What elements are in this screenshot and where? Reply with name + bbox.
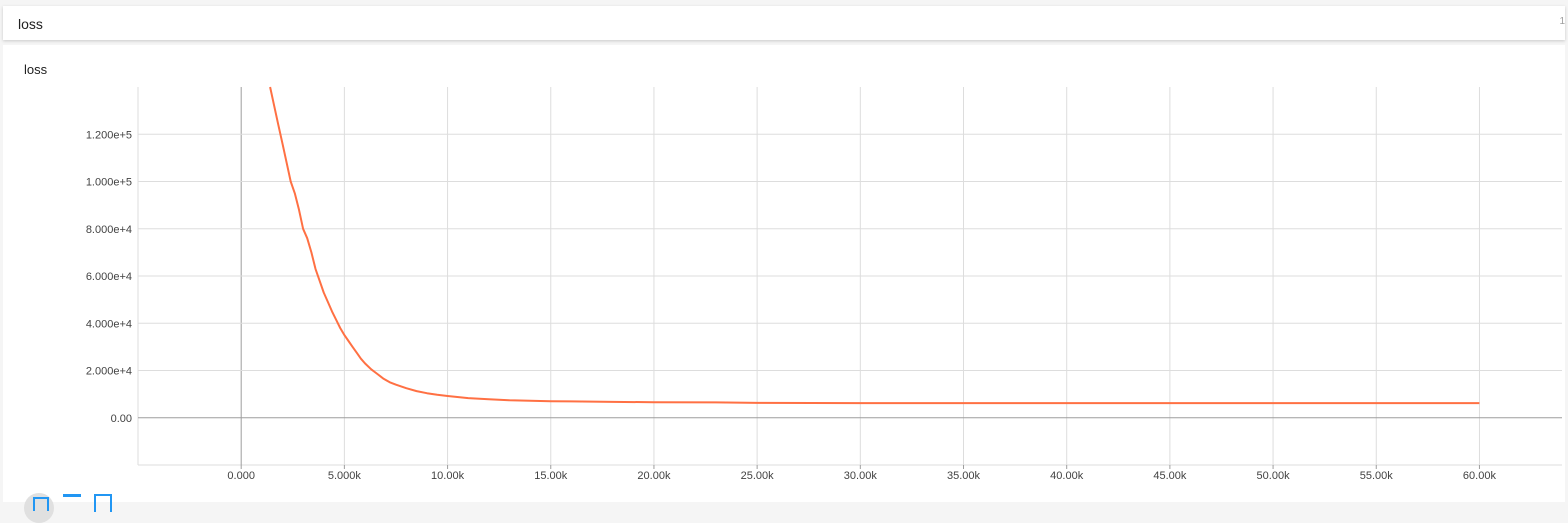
x-tick-label: 10.00k [431, 470, 465, 482]
y-tick-label: 8.000e+4 [86, 224, 132, 236]
x-tick-label: 50.00k [1257, 470, 1291, 482]
chart-card: loss 0.000 5.000k 10.00k 15.00k 20.00k 25.00k… [3, 45, 1565, 502]
x-tick-label: 35.00k [947, 470, 981, 482]
x-tick-label: 55.00k [1360, 470, 1394, 482]
x-tick-label: 30.00k [844, 470, 878, 482]
y-tick-label: 0.00 [111, 413, 132, 425]
y-tick-label: 1.200e+5 [86, 129, 132, 141]
x-tick-label: 45.00k [1153, 470, 1187, 482]
toggle-log-scale-icon[interactable] [63, 494, 81, 497]
card-header[interactable]: loss 1 [3, 6, 1565, 40]
x-tick-label: 40.00k [1050, 470, 1084, 482]
y-tick-label: 2.000e+4 [86, 366, 132, 378]
x-tick-label: 5.000k [328, 470, 362, 482]
x-tick-label: 60.00k [1463, 470, 1497, 482]
x-tick-label: 0.000 [227, 470, 255, 482]
x-tick-label: 20.00k [637, 470, 671, 482]
download-icon[interactable] [94, 494, 112, 512]
y-tick-label: 4.000e+4 [86, 318, 132, 330]
card-header-title: loss [18, 16, 43, 32]
x-tick-label: 25.00k [741, 470, 775, 482]
loss-series-line [269, 86, 1480, 405]
card-header-count: 1 [1559, 16, 1565, 27]
fit-domain-icon[interactable] [24, 493, 54, 523]
x-tick-label: 15.00k [534, 470, 568, 482]
loss-chart[interactable]: 0.000 5.000k 10.00k 15.00k 20.00k 25.00k 30.00… [3, 45, 1565, 502]
y-tick-label: 1.000e+5 [86, 177, 132, 189]
chart-title: loss [24, 62, 48, 77]
y-tick-label: 6.000e+4 [86, 271, 132, 283]
